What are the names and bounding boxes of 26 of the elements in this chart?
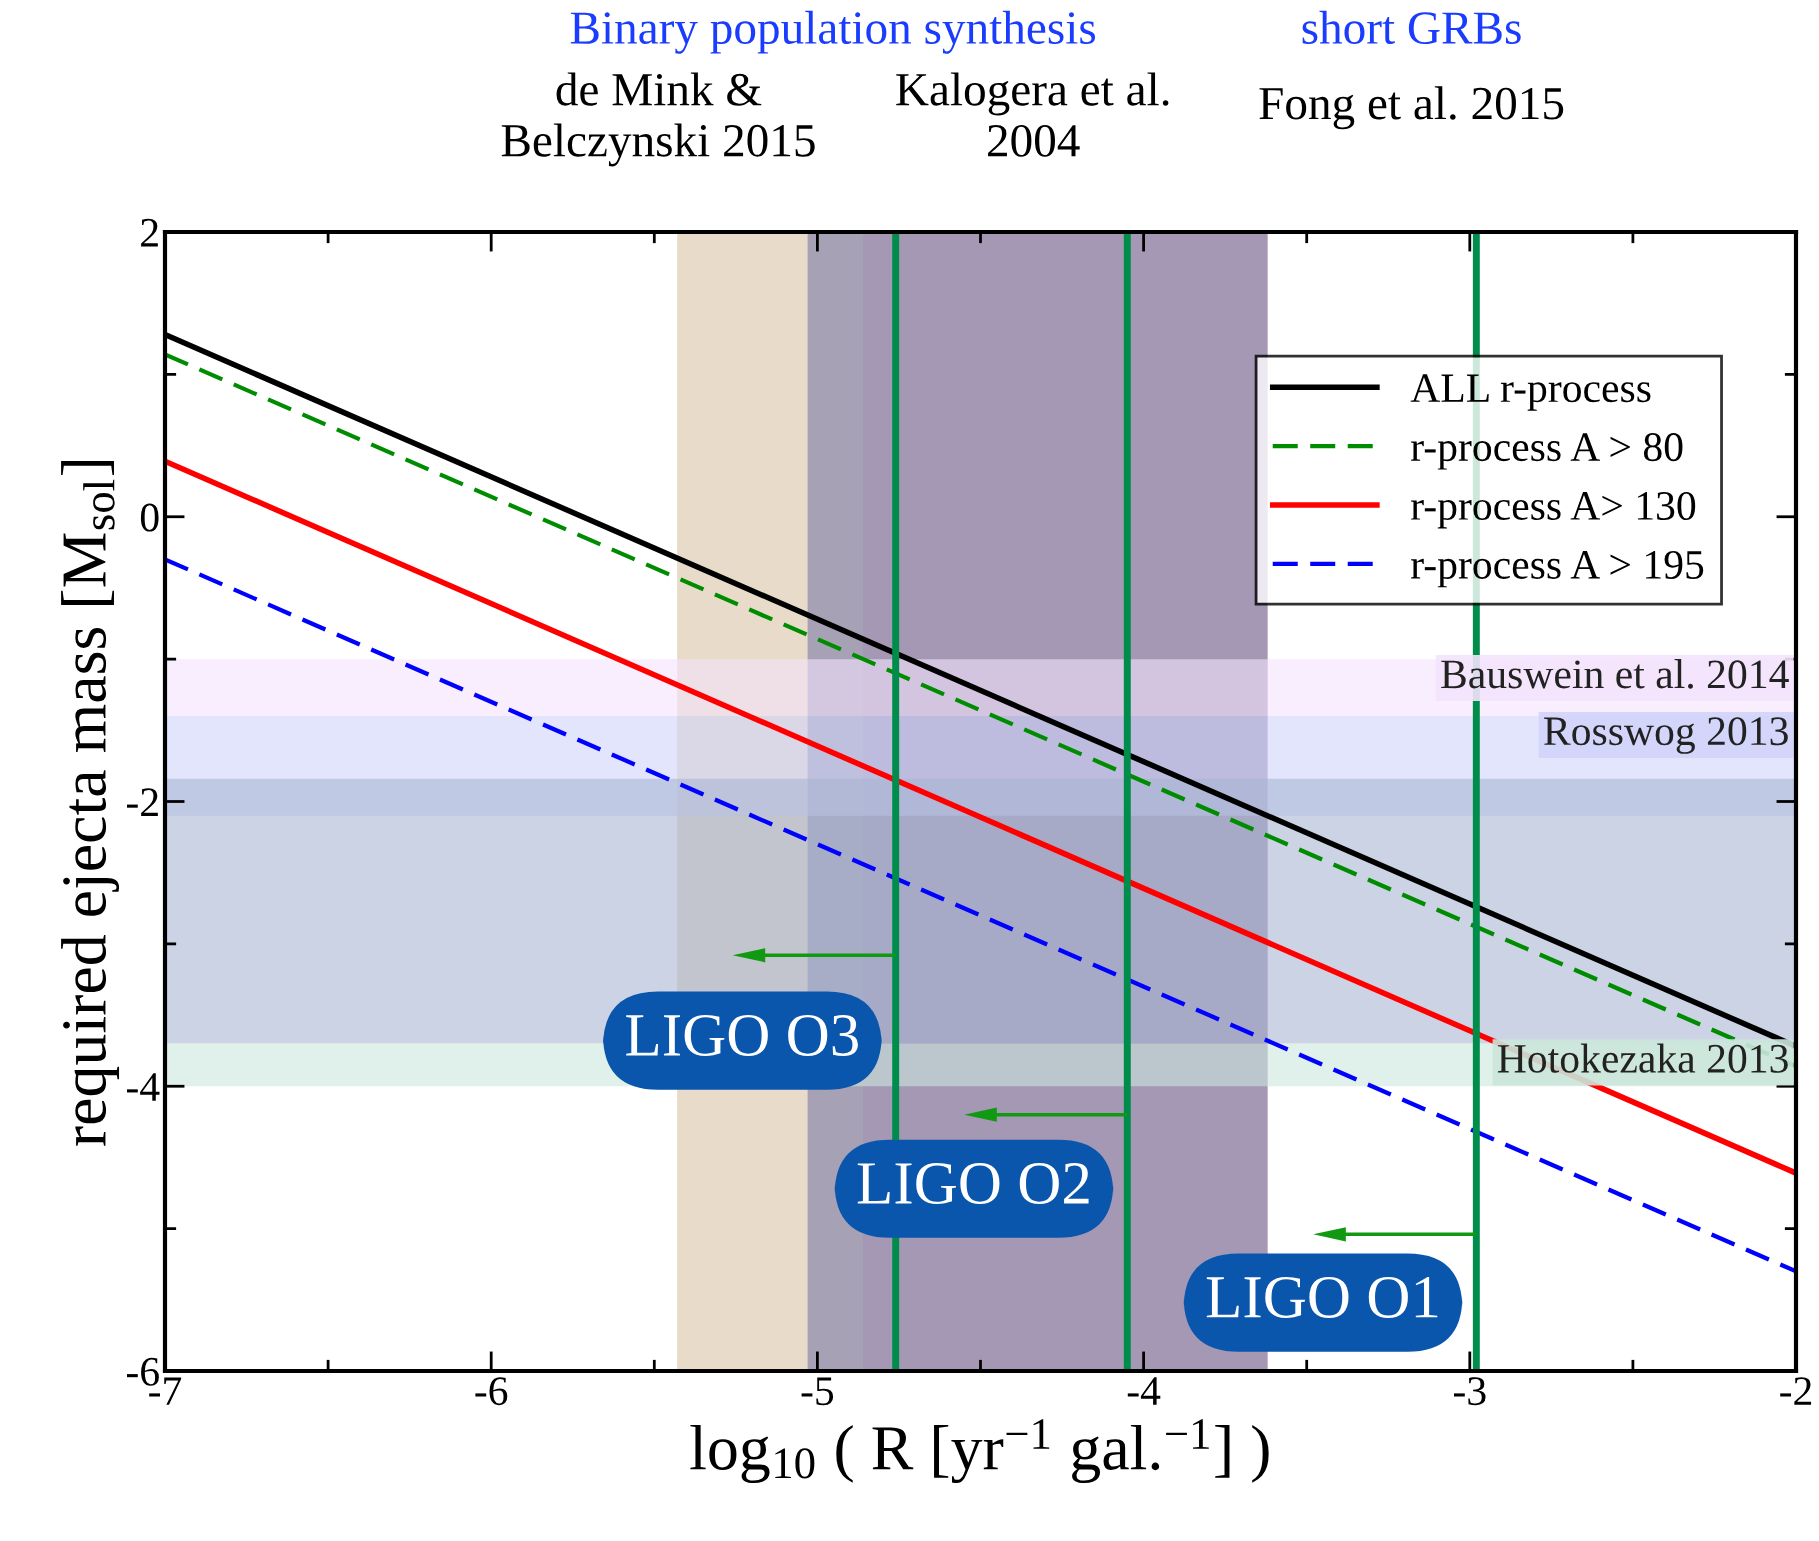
y-tick-label: 2: [141, 218, 158, 247]
y-tick-label: 0: [140, 503, 159, 532]
x-tick-label: -6: [475, 1377, 508, 1406]
legend-label: ALL r-process: [1410, 374, 1651, 411]
ref-line-label: LIGO O2: [857, 1162, 1089, 1205]
text: short GRBs: [1302, 10, 1521, 45]
legend-label: r-process A> 130: [1411, 491, 1696, 529]
y-tick-label: -2: [126, 788, 158, 816]
ref-line-label: LIGO O3: [626, 1014, 858, 1056]
y-axis-title: required ejecta mass [M$_{sol}$]: [61, 460, 120, 1146]
band-label: Hotokezaka 2013: [1497, 1043, 1788, 1073]
x-axis-title: log$_{10}$ ( R [yr$^{−1}$ gal.$^{−1}$] ): [690, 1419, 1269, 1484]
y-tick-label: -4: [126, 1073, 160, 1101]
legend-label: r-process A > 195: [1411, 550, 1704, 588]
legend-label: r-process A > 80: [1411, 433, 1683, 470]
text: Binary population synthesis: [570, 10, 1096, 54]
x-tick-label: -3: [1454, 1377, 1486, 1406]
text: Fong et al. 2015: [1259, 86, 1564, 130]
ref-line-label: LIGO O1: [1206, 1276, 1438, 1318]
band-label: Rosswog 2013: [1544, 717, 1788, 754]
band-label: Bauswein et al. 2014: [1441, 659, 1789, 689]
text: de Mink & Belczynski 2015: [501, 72, 815, 167]
text: Kalogera et al. 2004: [896, 72, 1169, 157]
x-tick-label: -4: [1127, 1377, 1161, 1405]
x-tick-label: -2: [1780, 1377, 1812, 1405]
x-tick-label: -5: [801, 1377, 834, 1406]
